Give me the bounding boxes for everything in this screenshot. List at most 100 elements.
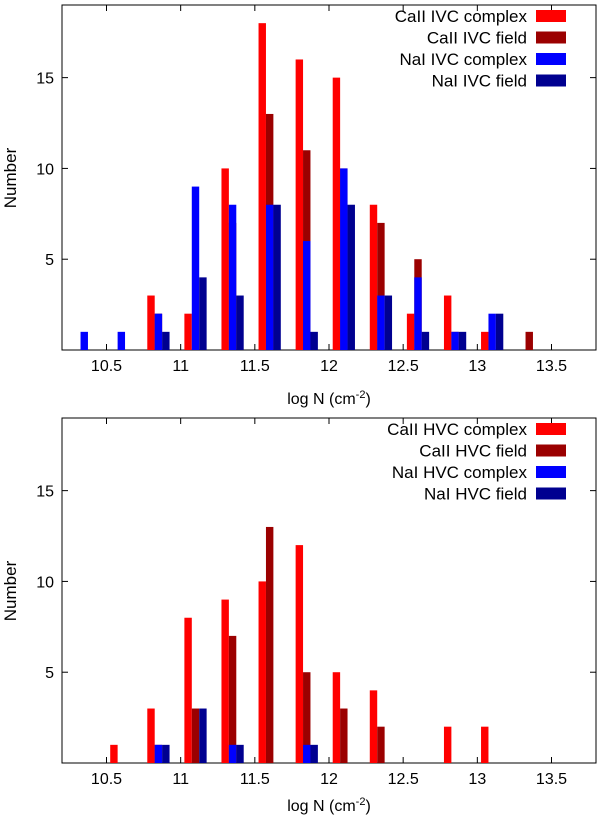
y-tick-label: 10 (36, 574, 54, 591)
legend-label: NaI HVC field (424, 485, 527, 504)
bar (369, 690, 378, 763)
bar (184, 617, 192, 763)
bar (303, 672, 311, 763)
bar (236, 744, 244, 763)
bar (258, 581, 266, 763)
x-axis-label: log N (cm-2) (287, 389, 371, 408)
bar (310, 331, 318, 350)
bar (369, 204, 378, 350)
legend-swatch (536, 466, 566, 478)
axis-ticks: 10.5 11 11.5 12 12.5 13 13.5 5 10 15 (36, 418, 596, 788)
bar (221, 599, 229, 763)
bar (384, 295, 393, 350)
x-tick-label: 11 (172, 358, 189, 375)
bar (162, 331, 170, 350)
bar (406, 313, 415, 350)
bar-group (110, 526, 489, 763)
bar (340, 708, 348, 763)
bar (451, 331, 459, 350)
legend-swatch (536, 487, 566, 500)
bar (236, 295, 244, 350)
legend-label: NaI IVC field (432, 72, 527, 91)
bar (191, 708, 200, 763)
x-tick-label: 12 (320, 358, 338, 375)
x-tick-label: 13 (468, 358, 486, 375)
legend-label: CaII IVC field (427, 29, 527, 48)
bar (184, 313, 192, 350)
x-tick-label: 13.5 (536, 358, 567, 375)
legend-label: CaII HVC complex (387, 420, 527, 439)
bar (228, 744, 237, 763)
bar-group (80, 23, 533, 350)
bar (332, 672, 341, 763)
bar (332, 77, 341, 350)
bar (377, 295, 385, 350)
bar (228, 204, 237, 350)
x-tick-label: 11 (172, 771, 189, 788)
x-tick-label: 10.5 (91, 771, 122, 788)
x-tick-label: 13.5 (536, 771, 567, 788)
bar (265, 204, 274, 350)
bar (199, 708, 207, 763)
bar (525, 331, 533, 350)
bar (421, 331, 430, 350)
bar (265, 526, 274, 763)
bar (377, 726, 385, 763)
y-tick-label: 10 (36, 161, 54, 178)
bar (481, 726, 489, 763)
legend: CaII IVC complex CaII IVC field NaI IVC co… (395, 7, 566, 91)
bar (340, 168, 348, 350)
x-tick-label: 11.5 (240, 358, 270, 375)
bar (481, 331, 489, 350)
x-tick-label: 12.5 (388, 771, 419, 788)
bar (273, 204, 281, 350)
legend-swatch (536, 444, 566, 457)
bar (199, 277, 207, 350)
legend-swatch (536, 31, 566, 44)
bar (443, 295, 452, 350)
legend: CaII HVC complex CaII HVC field NaI HVC co… (387, 420, 566, 504)
bar (147, 708, 155, 763)
y-tick-label: 15 (36, 484, 54, 501)
y-tick-label: 5 (45, 252, 54, 269)
bar (110, 744, 118, 763)
bar (295, 59, 304, 350)
bar (154, 744, 163, 763)
bar (191, 186, 200, 350)
bar (443, 726, 452, 763)
axis-ticks: 10.5 11 11.5 12 12.5 13 13.5 5 10 15 (36, 5, 596, 375)
bar (228, 635, 237, 763)
bar (80, 331, 88, 350)
bar (117, 331, 126, 350)
bar (303, 744, 311, 763)
ivc-histogram-panel: 10.5 11 11.5 12 12.5 13 13.5 5 10 15 CaII IVC com… (1, 4, 597, 408)
legend-swatch (536, 53, 566, 65)
bar (377, 222, 385, 350)
y-axis-label: Number (1, 560, 20, 621)
y-tick-label: 5 (45, 665, 54, 682)
bar (488, 313, 496, 350)
bar (458, 331, 467, 350)
x-tick-label: 12.5 (388, 358, 419, 375)
legend-label: CaII HVC field (419, 442, 527, 461)
x-tick-label: 11.5 (240, 771, 270, 788)
bar (310, 744, 318, 763)
bar (147, 295, 155, 350)
bar (347, 204, 355, 350)
legend-label: NaI IVC complex (399, 50, 527, 69)
bar (295, 545, 304, 763)
hvc-histogram-panel: 10.5 11 11.5 12 12.5 13 13.5 5 10 15 CaII HVC com… (1, 417, 597, 815)
x-axis-label: log N (cm-2) (287, 796, 371, 815)
bar (495, 313, 504, 350)
bar (414, 277, 422, 350)
legend-swatch (536, 423, 566, 435)
legend-swatch (536, 74, 566, 87)
x-tick-label: 13 (468, 771, 486, 788)
x-tick-label: 12 (320, 771, 338, 788)
y-tick-label: 15 (36, 71, 54, 88)
x-tick-label: 10.5 (91, 358, 122, 375)
legend-label: NaI HVC complex (392, 463, 528, 482)
bar (258, 23, 266, 350)
bar (162, 744, 170, 763)
